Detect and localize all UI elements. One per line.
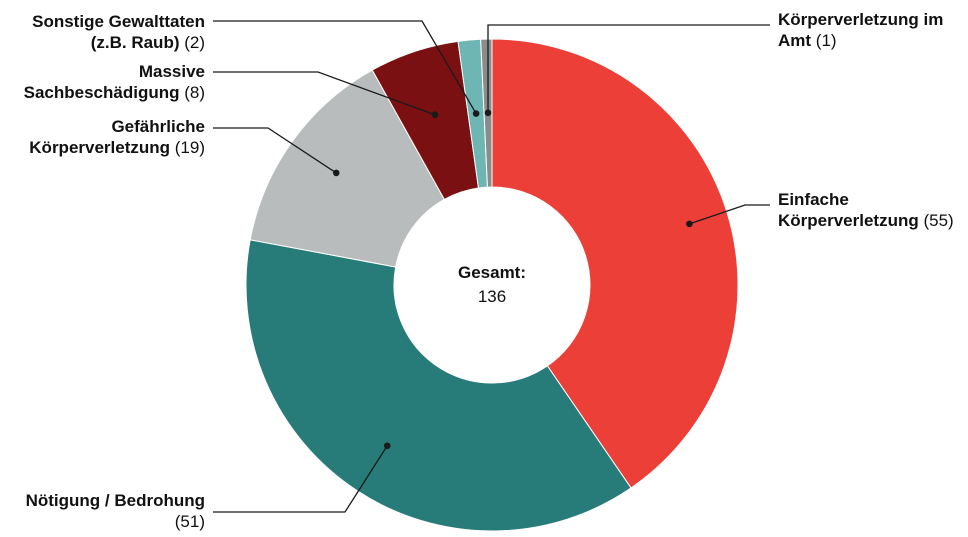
slice-label-1: Nötigung / Bedrohung (51) xyxy=(26,491,205,531)
leader-dot-5 xyxy=(484,109,492,117)
leader-dot-4 xyxy=(472,110,480,117)
leader-dot-1 xyxy=(383,442,391,450)
leader-line-1 xyxy=(213,445,388,513)
leader-lines xyxy=(213,20,770,513)
leader-line-4 xyxy=(213,20,477,114)
leader-dot-0 xyxy=(686,220,693,228)
slice-label-3: Massive Sachbeschädigung (8) xyxy=(24,62,205,102)
slice-label-5: Körperverletzung im Amt (1) xyxy=(778,10,943,50)
leader-line-0 xyxy=(689,204,770,225)
center-title: Gesamt: xyxy=(458,263,526,282)
slice-label-4: Sonstige Gewalttaten (z.B. Raub) (2) xyxy=(32,12,205,52)
center-total: 136 xyxy=(478,287,506,306)
slice-0[interactable] xyxy=(491,38,739,489)
slice-labels: Einfache Körperverletzung (55) Nötigung / … xyxy=(24,10,954,531)
donut-slices xyxy=(245,38,739,532)
slice-label-2: Gefährliche Körperverletzung (19) xyxy=(29,117,205,157)
slice-1[interactable] xyxy=(245,239,632,532)
leader-dot-3 xyxy=(431,111,439,119)
leader-line-5 xyxy=(487,24,770,113)
leader-line-3 xyxy=(213,71,436,116)
leader-line-2 xyxy=(213,127,337,174)
leader-dot-2 xyxy=(332,169,340,177)
slice-label-0: Einfache Körperverletzung (55) xyxy=(778,190,954,230)
slice-2[interactable] xyxy=(249,69,445,268)
